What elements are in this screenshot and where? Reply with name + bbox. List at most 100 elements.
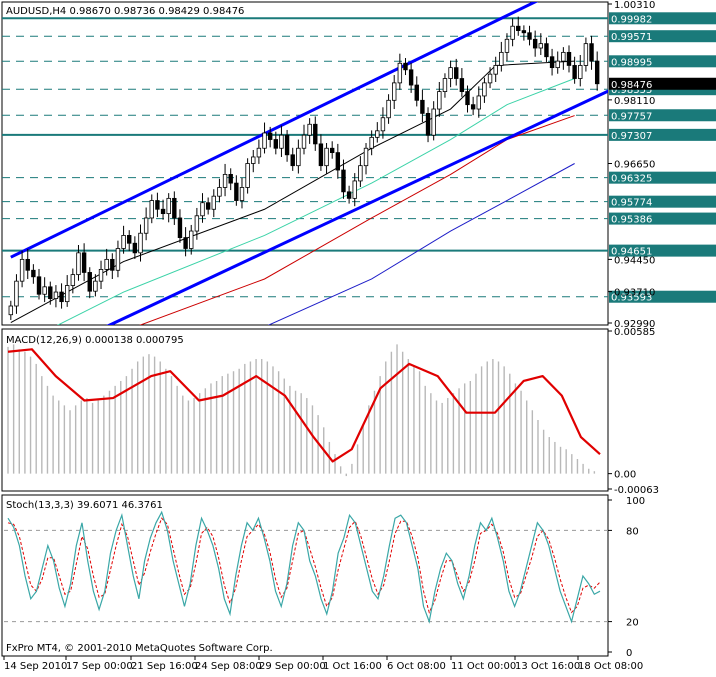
candle-body: [194, 215, 200, 232]
bid-label-text: 0.98476: [611, 80, 652, 91]
candle-body: [566, 51, 572, 66]
candle-body: [538, 43, 543, 49]
candle-body: [127, 235, 132, 244]
candle-body: [59, 291, 64, 303]
candle-body: [510, 25, 515, 40]
candle-body: [14, 280, 19, 307]
level-label-4: 0.97757: [609, 109, 716, 122]
candle-body: [290, 154, 295, 167]
candle-body: [31, 269, 36, 278]
macd-tick-label: 0.00585: [614, 327, 655, 338]
candle-body: [70, 274, 76, 286]
level-label-5: 0.97307: [609, 128, 716, 142]
candle-body: [420, 99, 425, 114]
level-label-text: 0.99982: [611, 14, 652, 25]
moving-average-3: [267, 163, 575, 325]
macd-plot: [7, 344, 601, 477]
level-label-bg: [609, 212, 716, 225]
stoch-tick-label: 0: [626, 648, 632, 659]
candle-body: [549, 56, 555, 69]
candle-body: [211, 195, 216, 210]
candle-body: [544, 43, 549, 58]
candle-body: [561, 51, 566, 62]
candle-body: [318, 143, 324, 167]
candle-body: [414, 84, 419, 101]
candle-body: [160, 208, 166, 215]
candle-body: [589, 43, 594, 62]
candle-body: [76, 252, 81, 276]
time-tick-label: 18 Oct 08:00: [578, 661, 643, 672]
candle-body: [380, 117, 386, 132]
candle-body: [346, 191, 352, 199]
candle-body: [532, 38, 538, 49]
level-label-text: 0.97307: [611, 131, 652, 142]
macd-title: MACD(12,26,9) 0.000138 0.000795: [6, 335, 184, 346]
candle-body: [476, 95, 481, 110]
candle-body: [583, 43, 589, 66]
candle-body: [470, 104, 476, 110]
candle-body: [392, 82, 397, 101]
candle-body: [448, 67, 453, 79]
level-label-text: 0.95386: [611, 215, 652, 226]
candle-body: [504, 38, 510, 53]
macd-tick-label: 0.00: [614, 470, 636, 481]
macd-signal-line: [7, 348, 601, 463]
candle-body: [578, 65, 583, 79]
main-panel: [1, 1, 609, 326]
level-label-text: 0.99571: [611, 32, 652, 43]
stoch-signal-line: [7, 517, 601, 614]
price-tick-label: 0.98110: [614, 96, 655, 107]
level-label-bg: [609, 128, 716, 141]
level-label-7: 0.95774: [609, 195, 716, 209]
level-label-text: 0.98355: [611, 85, 652, 96]
candle-body: [369, 136, 374, 149]
candle-body: [115, 248, 121, 271]
candle-body: [403, 62, 408, 71]
candle-body: [527, 32, 532, 40]
channel-line-upper: [10, 2, 539, 259]
time-tick-label: 24 Sep 08:00: [195, 661, 262, 672]
stoch-main-line: [7, 510, 601, 624]
candle-body: [189, 230, 194, 249]
main-price-axis: 0.99982 0.99571 0.98995 0.98355 0.97757 0.973…: [608, 0, 716, 330]
price-tick-label: 1.00310: [614, 0, 655, 11]
stoch-tick-label: 20: [626, 618, 639, 629]
candle-body: [521, 30, 527, 34]
candle-body: [143, 217, 149, 234]
candle-body: [138, 232, 143, 254]
time-tick-label: 17 Sep 00:00: [66, 661, 133, 672]
candle-body: [166, 197, 171, 215]
copyright-footer: FxPro MT4, © 2001-2010 MetaQuotes Softwa…: [6, 643, 273, 654]
candle-body: [53, 291, 59, 299]
candle-body: [239, 187, 245, 201]
candle-body: [87, 272, 92, 292]
candle-body: [273, 139, 279, 149]
candle-body: [98, 268, 104, 282]
candle-body: [572, 65, 577, 79]
macd-tick-label: -0.00063: [614, 485, 659, 496]
level-label-6: 0.96325: [609, 171, 716, 185]
stoch-panel: [1, 494, 609, 657]
level-label-0: 0.99982: [609, 12, 716, 25]
candle-body: [493, 65, 498, 75]
candle-body: [482, 82, 487, 97]
level-label-text: 0.94651: [611, 247, 652, 258]
candle-body: [25, 258, 30, 271]
level-label-bg: [609, 195, 716, 208]
level-label-bg: [609, 12, 716, 25]
candle-body: [8, 305, 14, 316]
candle-body: [454, 67, 459, 79]
candle-body: [465, 91, 470, 106]
candle-body: [442, 78, 448, 92]
candle-body: [110, 258, 115, 271]
main-plot: [2, 2, 608, 325]
time-tick-label: 21 Sep 16:00: [131, 661, 198, 672]
candle-body: [251, 156, 256, 164]
level-label-bg: [609, 171, 716, 184]
price-tick-label: 0.96650: [614, 160, 655, 171]
candle-body: [324, 147, 329, 167]
candle-body: [335, 152, 341, 171]
candle-body: [386, 99, 391, 119]
